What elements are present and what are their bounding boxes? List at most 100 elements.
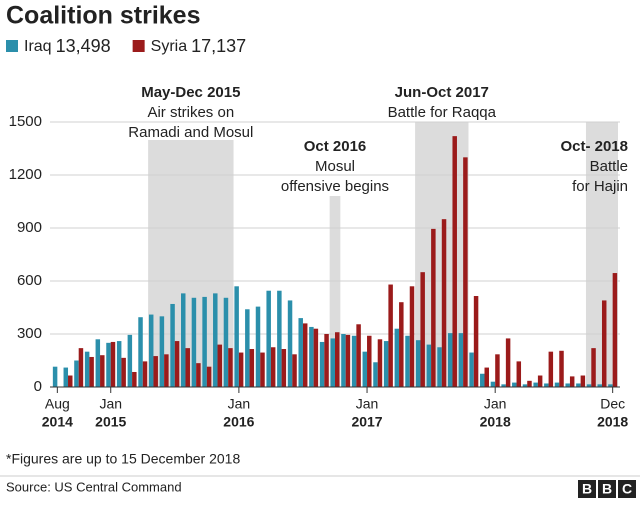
x-tick-month: Jan xyxy=(484,396,507,412)
bar xyxy=(597,384,602,387)
bar xyxy=(330,338,335,387)
bar xyxy=(335,332,340,387)
x-tick-month: Jan xyxy=(99,396,122,412)
bar xyxy=(78,348,84,387)
bar xyxy=(206,366,212,387)
annotation-text: Mosul xyxy=(315,158,355,175)
bar xyxy=(377,339,383,387)
annotation-title: Oct 2016 xyxy=(304,138,367,155)
bar xyxy=(399,302,404,387)
bar xyxy=(249,349,255,387)
bar xyxy=(298,318,303,387)
legend-swatch xyxy=(132,40,145,52)
bar xyxy=(612,273,618,387)
bar xyxy=(266,290,271,387)
bar xyxy=(505,338,511,387)
bar xyxy=(441,219,447,387)
bar xyxy=(164,354,169,387)
bar xyxy=(367,335,372,387)
logo-box xyxy=(578,480,596,498)
bar xyxy=(527,380,532,387)
bar xyxy=(565,383,570,387)
logo-letter: C xyxy=(622,481,632,497)
x-tick-year: 2017 xyxy=(351,414,382,430)
bar xyxy=(148,314,154,387)
bar xyxy=(84,351,90,387)
bar xyxy=(174,341,180,387)
bar xyxy=(68,375,73,387)
annotation-text: Battle xyxy=(590,158,628,175)
bar xyxy=(74,360,79,387)
annotation-text: for Hajin xyxy=(572,178,628,195)
bar xyxy=(362,351,368,387)
bar xyxy=(277,290,282,387)
x-tick-year: 2016 xyxy=(223,414,254,430)
chart-title: Coalition strikes xyxy=(6,2,201,30)
x-tick-month: Jan xyxy=(356,396,379,412)
source: Source: US Central Command xyxy=(6,479,182,494)
bar xyxy=(537,375,543,387)
x-tick-year: 2015 xyxy=(95,414,126,430)
bar xyxy=(383,341,389,387)
bar xyxy=(469,352,474,387)
y-tick-label: 1500 xyxy=(9,113,42,130)
bar xyxy=(100,355,105,387)
bar xyxy=(559,350,564,387)
bar xyxy=(313,328,319,387)
y-tick-label: 1200 xyxy=(9,166,42,183)
bar xyxy=(458,333,464,387)
bar xyxy=(95,339,101,387)
logo-box xyxy=(618,480,636,498)
y-tick-label: 900 xyxy=(17,219,42,236)
bar xyxy=(544,383,549,387)
bar xyxy=(106,342,111,387)
bar xyxy=(490,381,496,387)
bar xyxy=(324,334,329,387)
annotation-shade xyxy=(329,196,341,387)
bar xyxy=(52,366,58,387)
bar xyxy=(309,326,314,387)
bar xyxy=(388,284,393,387)
bar xyxy=(302,323,308,387)
bar xyxy=(580,375,586,387)
bar xyxy=(63,367,69,387)
bar xyxy=(223,297,229,387)
bar xyxy=(170,303,175,387)
bar xyxy=(473,296,479,387)
bar xyxy=(405,335,410,387)
bar xyxy=(89,356,94,387)
bar xyxy=(181,293,186,387)
annotation-text: offensive begins xyxy=(281,178,389,195)
bar xyxy=(431,228,436,387)
bar xyxy=(484,367,489,387)
bar xyxy=(351,335,357,387)
bar xyxy=(495,354,500,387)
bar xyxy=(437,347,442,387)
annotation-text: Battle for Raqqa xyxy=(388,104,497,121)
bar xyxy=(554,382,560,387)
x-tick-year: 2018 xyxy=(597,414,628,430)
bar xyxy=(319,341,325,387)
bar xyxy=(591,348,596,387)
bar xyxy=(202,296,207,387)
bar xyxy=(260,352,265,387)
bar xyxy=(121,357,126,387)
bar xyxy=(480,373,485,387)
bar xyxy=(452,136,457,387)
bar xyxy=(153,356,158,387)
x-tick-month: Dec xyxy=(600,396,625,412)
bar xyxy=(373,362,378,387)
bar xyxy=(287,300,293,387)
bar xyxy=(512,382,517,387)
bar xyxy=(213,293,218,387)
annotation-text: Ramadi and Mosul xyxy=(128,124,253,141)
bar xyxy=(127,334,133,387)
logo-letter: B xyxy=(602,481,612,497)
bar xyxy=(234,286,239,387)
annotation-title: Oct- 2018 xyxy=(560,138,628,155)
bar xyxy=(341,334,346,387)
bar xyxy=(420,272,425,387)
bar xyxy=(345,334,351,387)
